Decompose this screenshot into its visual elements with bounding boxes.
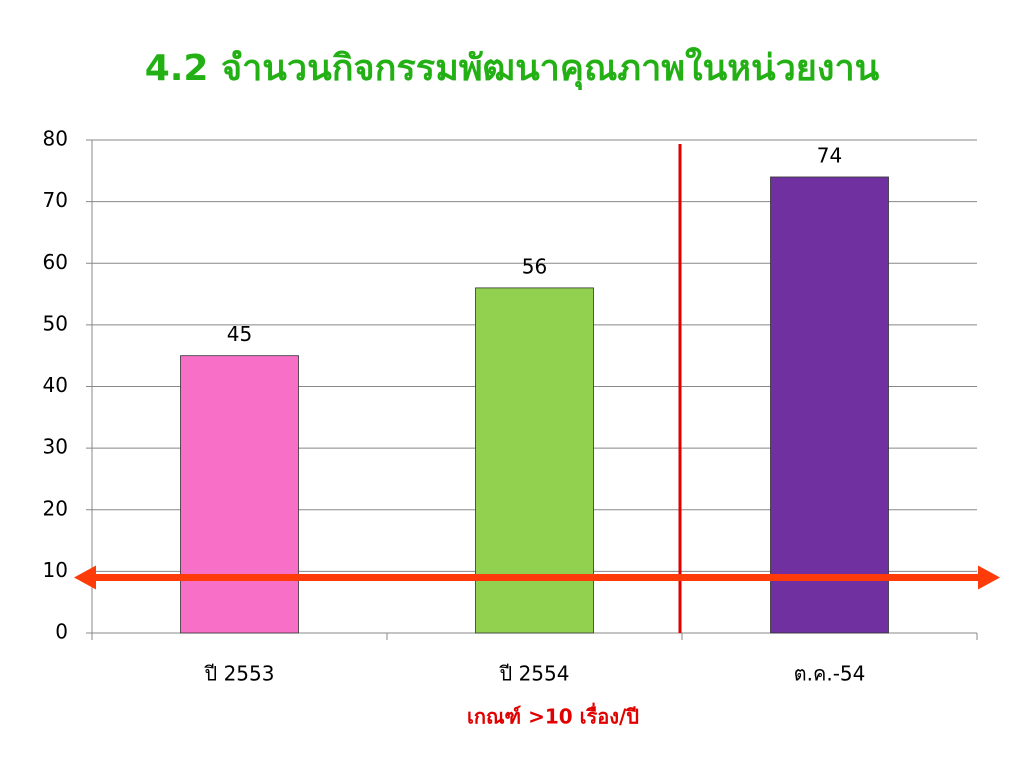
value-label: 45 [227,322,252,346]
x-tick-label: ปี 2554 [499,662,569,686]
y-tick-label: 30 [43,435,68,459]
x-tick-label: ปี 2553 [204,662,274,686]
bar [770,176,889,634]
x-tick-label: ต.ค.-54 [794,662,866,686]
arrow-head [978,565,1000,590]
y-tick-label: 70 [43,188,68,212]
value-label: 74 [817,143,842,167]
y-tick-label: 60 [43,250,68,274]
y-tick-label: 80 [43,127,68,151]
y-tick-label: 10 [43,558,68,582]
chart-title: 4.2 จำนวนกิจกรรมพัฒนาคุณภาพในหน่วยงาน [145,46,880,91]
y-tick-label: 20 [43,496,68,520]
value-label: 56 [522,254,547,278]
bar [475,287,594,634]
arrow-head [74,565,96,590]
y-tick-label: 0 [55,620,68,644]
bar [180,355,299,634]
y-tick-label: 40 [43,373,68,397]
annotation: เกณฑ์ >10 เรื่อง/ปี [467,702,639,729]
y-tick-label: 50 [43,311,68,335]
